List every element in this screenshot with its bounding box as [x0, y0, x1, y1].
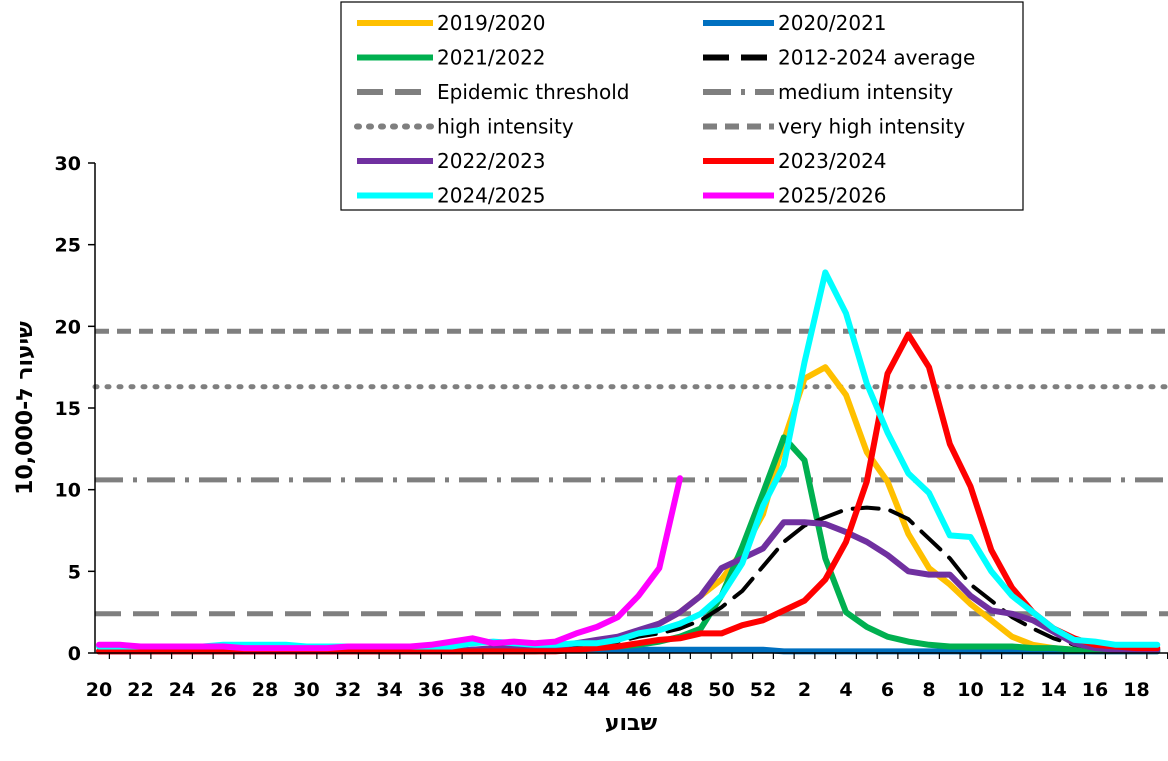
legend: 2019/2020 2020/2021 2021/2022 2012-2024 ave… [340, 1, 1024, 211]
y-tick-label: 30 [55, 153, 81, 175]
x-tick-label: 10 [957, 679, 983, 701]
x-tick-label: 18 [1123, 679, 1149, 701]
series-line [96, 519, 1161, 655]
legend-label: 2022/2023 [437, 149, 546, 173]
legend-label: 2024/2025 [437, 184, 546, 208]
x-tick-label: 8 [922, 679, 935, 701]
x-tick-label: 26 [210, 679, 236, 701]
x-tick-label: 42 [542, 679, 568, 701]
legend-label: 2020/2021 [778, 11, 887, 35]
x-tick-label: 6 [881, 679, 894, 701]
x-tick-label: 46 [625, 679, 651, 701]
x-tick-label: 52 [750, 679, 776, 701]
x-tick-label: 44 [584, 679, 610, 701]
y-tick-label: 25 [55, 235, 81, 257]
y-tick-label: 10 [55, 480, 81, 502]
y-ticks: 0 5 10 15 20 25 30 [55, 153, 95, 665]
x-ticks: 20 22 24 26 28 30 32 34 36 38 40 42 44 46 48 50 52 2 4 6 8 10… [86, 653, 1168, 701]
x-tick-label: 50 [708, 679, 734, 701]
series-line [96, 331, 1161, 655]
x-tick-label: 32 [335, 679, 361, 701]
x-tick-label: 2 [798, 679, 811, 701]
x-tick-label: 16 [1082, 679, 1108, 701]
x-tick-label: 48 [667, 679, 693, 701]
y-tick-label: 20 [55, 316, 81, 338]
x-tick-label: 4 [839, 679, 852, 701]
x-tick-label: 36 [418, 679, 444, 701]
x-tick-label: 28 [252, 679, 278, 701]
series-lines [96, 269, 1161, 655]
x-tick-label: 38 [459, 679, 485, 701]
legend-label: high intensity [437, 115, 574, 139]
x-tick-label: 30 [293, 679, 319, 701]
x-tick-label: 14 [1040, 679, 1066, 701]
x-tick-label: 34 [376, 679, 402, 701]
x-axis-title: שבוע [605, 711, 658, 736]
legend-label: 2012-2024 average [778, 46, 975, 70]
series-line [96, 475, 683, 652]
legend-label: Epidemic threshold [437, 80, 629, 104]
x-tick-label: 20 [86, 679, 112, 701]
series-line [96, 434, 1161, 655]
x-tick-label: 22 [127, 679, 153, 701]
legend-label: medium intensity [778, 80, 953, 104]
legend-label: 2019/2020 [437, 11, 546, 35]
legend-label: 2025/2026 [778, 184, 887, 208]
x-tick-label: 40 [501, 679, 527, 701]
x-tick-label: 24 [169, 679, 195, 701]
y-tick-label: 0 [68, 643, 81, 665]
x-tick-label: 12 [999, 679, 1025, 701]
legend-box [340, 1, 1024, 211]
legend-label: very high intensity [778, 115, 965, 139]
series-line [96, 269, 1161, 650]
threshold-lines [92, 328, 1168, 617]
legend-label: 2023/2024 [778, 149, 887, 173]
legend-label: 2021/2022 [437, 46, 546, 70]
y-tick-label: 5 [68, 561, 81, 583]
y-axis-title: שיעור ל-10,000 [13, 321, 38, 495]
y-tick-label: 15 [55, 398, 81, 420]
